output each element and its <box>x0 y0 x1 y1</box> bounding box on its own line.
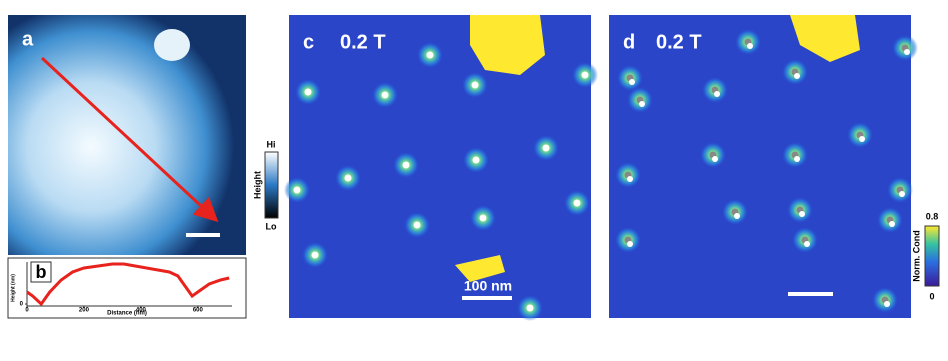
spot-center <box>542 144 550 152</box>
spot-center <box>627 241 633 247</box>
x-tick-label: 400 <box>136 308 147 314</box>
spot-center <box>889 221 895 227</box>
conductance-map <box>289 15 591 318</box>
spot-center <box>639 101 645 107</box>
x-axis-title: Distance (nm) <box>107 311 147 317</box>
label-box <box>30 261 52 283</box>
spot-center <box>311 251 319 259</box>
colorbar <box>924 225 940 287</box>
scale-bar-label: 100 nm <box>464 278 512 294</box>
y-tick-label: 0 <box>20 302 24 308</box>
colorbar-high: Hi <box>267 139 276 149</box>
colorbar-max: 0.8 <box>926 211 939 221</box>
spot-center <box>712 156 718 162</box>
spot-center <box>804 241 810 247</box>
spot-center <box>714 91 720 97</box>
spot-center <box>899 191 905 197</box>
spot-center <box>629 79 635 85</box>
particle <box>154 29 190 61</box>
spot-center <box>734 213 740 219</box>
profile-arrow <box>40 56 219 223</box>
cluster <box>790 15 860 62</box>
spot-center <box>344 174 352 182</box>
spot-center <box>904 49 910 55</box>
spot-center <box>304 88 312 96</box>
panel-label: c <box>303 31 314 53</box>
spot-center <box>402 161 410 169</box>
spot-center <box>426 51 434 59</box>
height-map <box>8 15 246 255</box>
colorbar-min: 0 <box>929 291 934 301</box>
cluster <box>470 15 545 75</box>
profile-line <box>26 262 230 307</box>
spot-center <box>573 199 581 207</box>
x-tick-label: 0 <box>25 308 29 314</box>
spot-center <box>471 81 479 89</box>
spot-center <box>581 71 589 79</box>
colorbar-title: Height <box>252 171 262 199</box>
field-label: 0.2 T <box>340 31 386 53</box>
colorbar <box>264 151 279 219</box>
spot-center <box>479 214 487 222</box>
spot-center <box>472 156 480 164</box>
field-label: 0.2 T <box>656 31 702 53</box>
y-axis-title: Height (nm) <box>10 274 16 302</box>
colorbar-title: Norm. Cond <box>911 230 921 282</box>
spot-center <box>747 43 753 49</box>
spot-center <box>794 156 800 162</box>
spot-center <box>627 176 633 182</box>
cluster <box>455 255 505 282</box>
panel-label: a <box>22 28 34 50</box>
spot-center <box>794 73 800 79</box>
scale-bar <box>462 296 512 300</box>
spot-center <box>526 304 534 312</box>
colorbar-low: Lo <box>266 221 277 231</box>
spot-center <box>799 211 805 217</box>
panel-label: d <box>623 31 635 53</box>
x-tick-label: 200 <box>79 308 90 314</box>
spot-center <box>859 136 865 142</box>
x-tick-label: 600 <box>193 308 204 314</box>
spot-center <box>413 221 421 229</box>
scale-bar <box>788 292 833 296</box>
scale-bar <box>186 233 220 237</box>
spot-center <box>381 91 389 99</box>
conductance-map <box>609 15 911 318</box>
panel-label: b <box>36 262 47 282</box>
spot-center <box>884 301 890 307</box>
spot-center <box>293 186 301 194</box>
